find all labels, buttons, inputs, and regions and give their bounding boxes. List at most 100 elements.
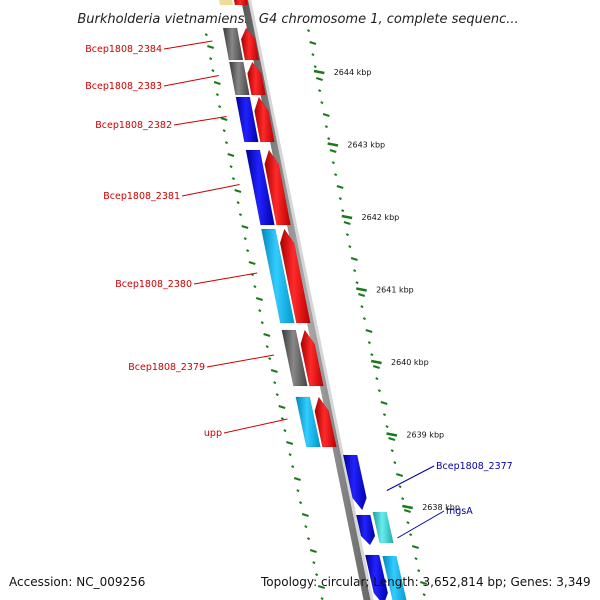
tick-mark bbox=[372, 365, 380, 369]
cog-box bbox=[235, 96, 259, 143]
backbone-line bbox=[241, 0, 371, 600]
tick-mark bbox=[298, 501, 303, 505]
kbp-tick-label: 2640 kbp bbox=[391, 358, 429, 367]
tick-mark bbox=[263, 333, 271, 337]
kbp-tick-label: 2642 kbp bbox=[362, 213, 400, 222]
tick-mark bbox=[398, 485, 402, 489]
cds-arrow bbox=[234, 0, 248, 5]
tick-mark bbox=[275, 393, 279, 397]
tick-mark bbox=[411, 545, 419, 549]
gene-label: upp bbox=[204, 428, 222, 439]
label-leader bbox=[193, 272, 258, 285]
tick-mark bbox=[246, 249, 250, 253]
outer-tick-track bbox=[306, 29, 428, 597]
tick-mark bbox=[278, 405, 286, 409]
tick-mark bbox=[355, 281, 359, 285]
tick-mark bbox=[291, 465, 295, 469]
tick-mark bbox=[406, 521, 410, 525]
cds-arrow bbox=[300, 329, 324, 387]
tick-mark bbox=[414, 557, 418, 561]
kbp-tick-label: 2638 kbp bbox=[422, 503, 460, 512]
tick-mark bbox=[350, 257, 358, 261]
kbp-tick-label: 2639 kbp bbox=[406, 431, 444, 440]
tick-mark bbox=[341, 209, 345, 213]
tick-mark bbox=[253, 285, 257, 289]
kbp-tick bbox=[313, 69, 325, 75]
tick-mark bbox=[329, 149, 337, 153]
cog-box bbox=[281, 329, 308, 387]
tick-mark bbox=[377, 389, 382, 393]
tick-mark bbox=[331, 161, 335, 165]
tick-mark bbox=[375, 377, 379, 381]
tick-mark bbox=[283, 429, 287, 433]
tick-mark bbox=[362, 317, 367, 321]
tick-mark bbox=[231, 177, 236, 181]
label-leader bbox=[386, 465, 435, 491]
cds-arrow bbox=[264, 149, 291, 226]
kbp-tick bbox=[386, 432, 398, 437]
tick-mark bbox=[220, 117, 228, 121]
cog-box bbox=[382, 556, 407, 600]
tick-mark bbox=[306, 537, 311, 541]
kbp-tick bbox=[402, 504, 413, 510]
label-leader bbox=[397, 510, 445, 539]
tick-mark bbox=[293, 477, 301, 481]
tick-mark bbox=[353, 269, 357, 273]
tick-mark bbox=[370, 353, 374, 357]
cog-box bbox=[219, 0, 233, 5]
cds-track bbox=[234, 0, 389, 600]
kbp-tick-label: 2644 kbp bbox=[334, 68, 372, 77]
tick-mark bbox=[204, 33, 208, 37]
tick-mark bbox=[315, 77, 323, 81]
cds-arrow bbox=[342, 454, 367, 511]
gene-label: Bcep1808_2383 bbox=[85, 81, 162, 92]
cds-arrow bbox=[279, 228, 311, 324]
cog-box bbox=[372, 512, 394, 543]
backbone-track bbox=[241, 0, 374, 600]
tick-mark bbox=[360, 305, 364, 309]
cds-arrow bbox=[364, 554, 389, 600]
cds-arrow bbox=[240, 27, 260, 61]
cog-track bbox=[219, 0, 407, 600]
tick-mark bbox=[255, 297, 263, 301]
backbone-edge bbox=[248, 0, 374, 600]
gene-labels: Bcep1808_2384 Bcep1808_2383 Bcep1808_2382 B… bbox=[85, 40, 513, 539]
cog-box bbox=[245, 149, 275, 226]
tick-mark bbox=[382, 413, 387, 417]
tick-mark bbox=[241, 225, 249, 229]
cds-arrow bbox=[355, 514, 376, 546]
cds-arrow bbox=[247, 61, 266, 96]
gene-label: Bcep1808_2377 bbox=[436, 461, 513, 472]
tick-mark bbox=[403, 509, 411, 513]
gene-label: Bcep1808_2384 bbox=[85, 44, 162, 55]
tick-mark bbox=[309, 41, 317, 45]
tick-mark bbox=[296, 489, 300, 493]
tick-mark bbox=[417, 569, 421, 573]
accession-text: Accession: NC_009256 bbox=[9, 575, 145, 589]
tick-mark bbox=[312, 561, 316, 565]
tick-mark bbox=[365, 329, 373, 333]
label-leader bbox=[163, 75, 219, 87]
tick-mark bbox=[309, 549, 317, 553]
tick-mark bbox=[345, 233, 350, 237]
tick-mark bbox=[388, 437, 396, 441]
tick-mark bbox=[213, 81, 221, 85]
tick-mark bbox=[265, 345, 269, 349]
cog-box bbox=[261, 228, 295, 324]
cog-box bbox=[229, 61, 250, 96]
tick-mark bbox=[343, 221, 351, 225]
gene-label: Bcep1808_2379 bbox=[128, 362, 205, 373]
tick-mark bbox=[304, 525, 308, 529]
tick-mark bbox=[268, 357, 272, 361]
tick-mark bbox=[420, 581, 428, 585]
tick-mark bbox=[218, 105, 222, 109]
tick-mark bbox=[380, 401, 388, 405]
tick-mark bbox=[315, 573, 319, 577]
tick-mark bbox=[320, 101, 324, 105]
label-leader bbox=[173, 116, 227, 126]
tick-mark bbox=[367, 341, 371, 345]
inner-tick-track bbox=[204, 33, 325, 600]
kbp-tick bbox=[327, 142, 339, 147]
tick-mark bbox=[273, 381, 277, 385]
